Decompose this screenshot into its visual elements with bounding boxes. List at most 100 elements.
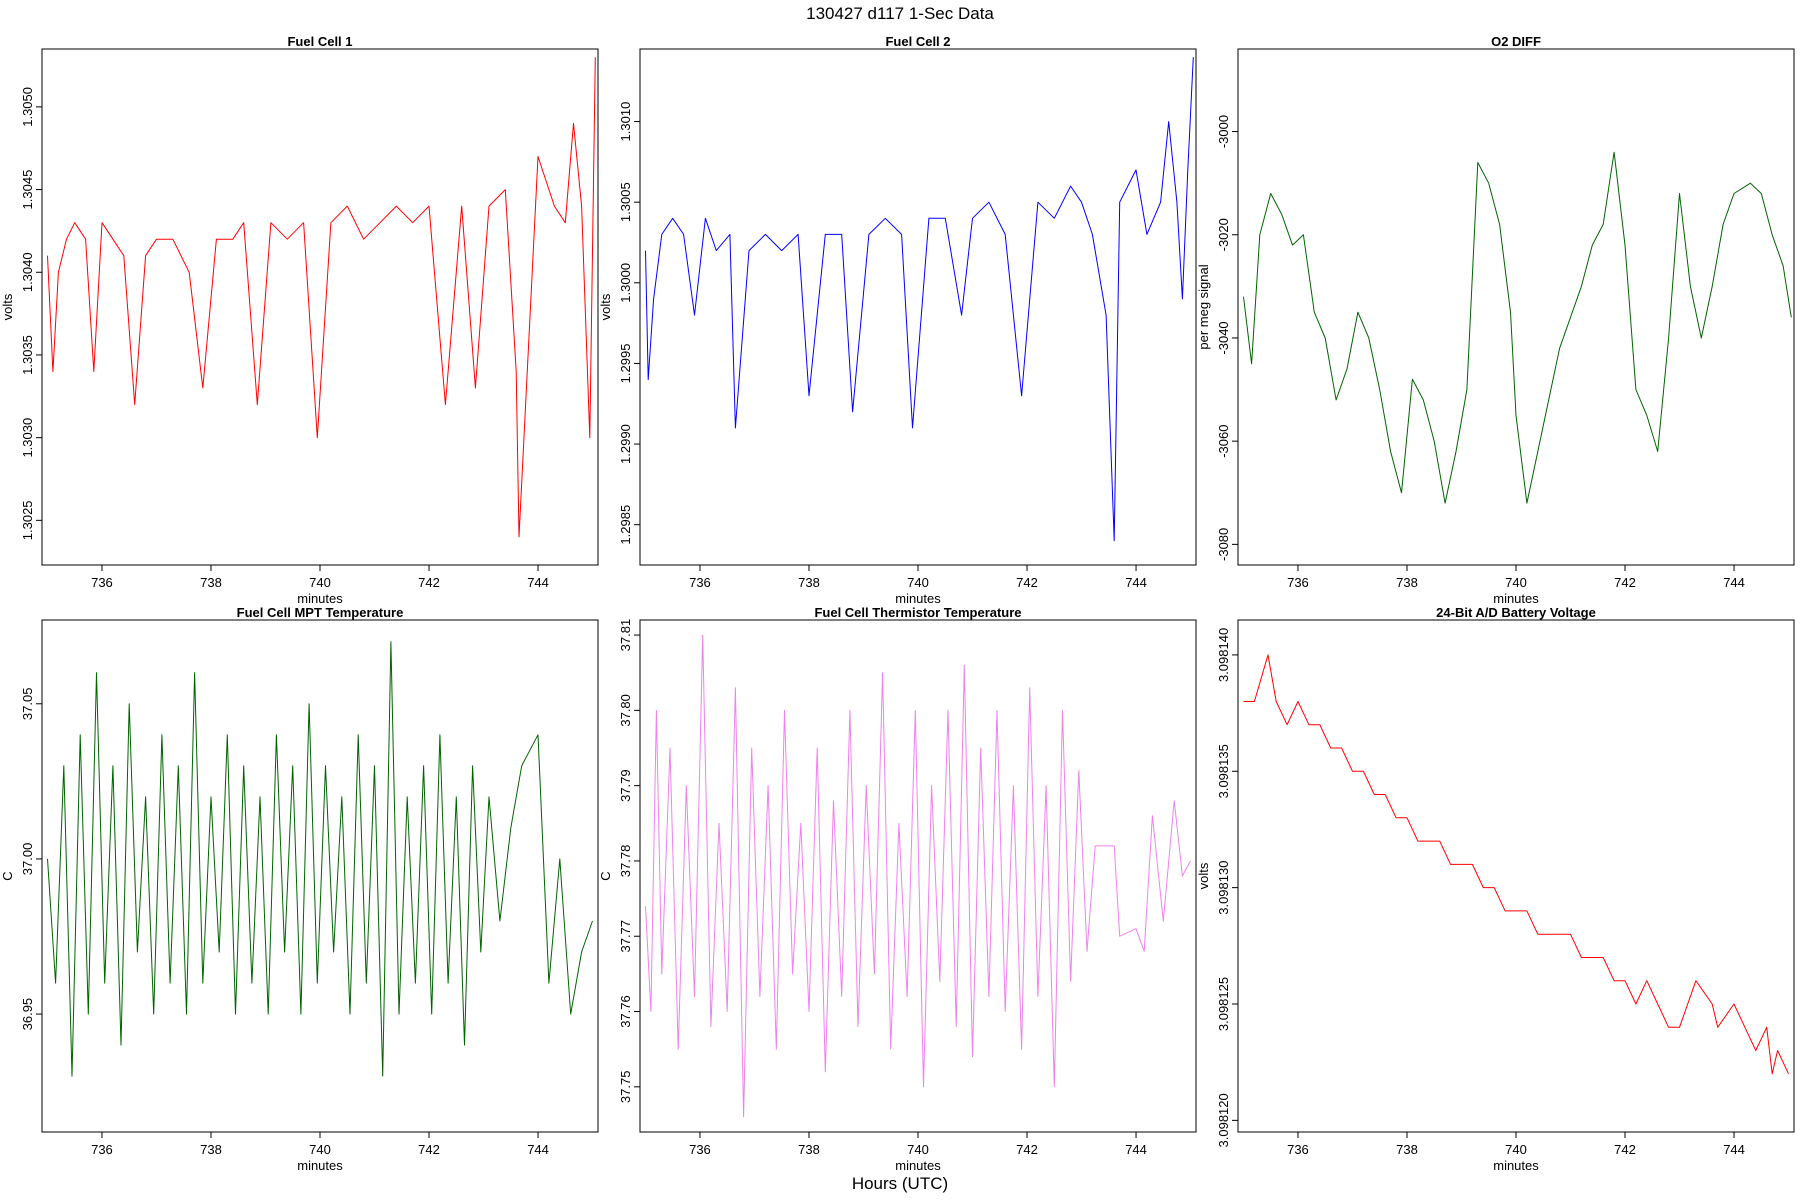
y-tick-label: 37.75: [618, 1071, 633, 1104]
y-tick-label: 37.81: [618, 619, 633, 652]
series-line: [47, 57, 596, 538]
chart-panel-6: 24-Bit A/D Battery Voltage 736 738 740 742 74…: [1196, 605, 1795, 1173]
y-tick-label: 3.098130: [1216, 861, 1231, 915]
y-axis-label: volts: [0, 293, 15, 320]
x-tick-label: 740: [1505, 575, 1527, 590]
y-tick-label: 3.098135: [1216, 744, 1231, 798]
series-line: [1243, 151, 1792, 504]
x-tick-label: 736: [1287, 575, 1309, 590]
x-tick-label: 744: [1723, 1142, 1745, 1157]
x-axis-label: minutes: [297, 1158, 343, 1173]
panel-title: 24-Bit A/D Battery Voltage: [1436, 605, 1596, 620]
panel-title: O2 DIFF: [1491, 34, 1541, 49]
y-tick-label: 3.098125: [1216, 977, 1231, 1031]
x-tick-label: 736: [689, 575, 711, 590]
series-line: [47, 641, 593, 1077]
x-tick-label: 738: [1396, 575, 1418, 590]
y-tick-label: 37.05: [20, 688, 35, 721]
y-tick-label: 37.77: [618, 920, 633, 953]
y-tick-label: -3080: [1216, 528, 1231, 561]
chart-panel-1: Fuel Cell 1 736 738 740 742 744 minutes 1.3025 1…: [0, 34, 599, 606]
chart-panel-3: O2 DIFF 736 738 740 742 744 minutes -3080 -3060 -…: [1196, 34, 1795, 606]
series-line: [645, 634, 1191, 1118]
x-axis-label: minutes: [297, 591, 343, 606]
y-tick-label: 1.2990: [618, 424, 633, 464]
x-tick-label: 742: [418, 1142, 440, 1157]
plot-frame: [1237, 619, 1795, 1133]
x-tick-label: 736: [91, 1142, 113, 1157]
x-tick-label: 738: [200, 1142, 222, 1157]
chart-panels: Fuel Cell 1 736 738 740 742 744 minutes 1.3025 1…: [0, 34, 1795, 1173]
panel-title: Fuel Cell 2: [885, 34, 950, 49]
x-tick-label: 742: [1614, 575, 1636, 590]
x-axis-label: minutes: [895, 1158, 941, 1173]
panel-title: Fuel Cell Thermistor Temperature: [814, 605, 1021, 620]
figure-title: 130427 d117 1-Sec Data: [806, 4, 994, 23]
x-tick-label: 738: [200, 575, 222, 590]
x-tick-label: 744: [527, 575, 549, 590]
y-tick-label: 3.098140: [1216, 628, 1231, 682]
x-tick-label: 742: [1016, 575, 1038, 590]
panel-title: Fuel Cell MPT Temperature: [237, 605, 404, 620]
y-tick-label: 1.3035: [20, 335, 35, 375]
y-tick-label: -3020: [1216, 218, 1231, 251]
y-tick-label: 1.3005: [618, 182, 633, 222]
y-tick-label: 1.3010: [618, 102, 633, 142]
y-tick-label: 37.79: [618, 769, 633, 802]
y-tick-label: -3060: [1216, 425, 1231, 458]
x-tick-label: 736: [91, 575, 113, 590]
x-axis-label: minutes: [895, 591, 941, 606]
panel-title: Fuel Cell 1: [287, 34, 352, 49]
x-tick-label: 736: [689, 1142, 711, 1157]
y-tick-label: 3.098120: [1216, 1093, 1231, 1147]
x-tick-label: 740: [309, 1142, 331, 1157]
y-axis-label: volts: [1196, 862, 1211, 889]
x-tick-label: 744: [1125, 1142, 1147, 1157]
y-tick-label: 1.3025: [20, 500, 35, 540]
y-tick-label: 1.3045: [20, 170, 35, 210]
y-axis-label: per meg signal: [1196, 264, 1211, 349]
x-axis-label: minutes: [1493, 1158, 1539, 1173]
y-axis-label: C: [0, 871, 15, 880]
plot-frame: [1237, 48, 1795, 566]
figure-bottom-label: Hours (UTC): [852, 1174, 948, 1193]
series-line: [1243, 654, 1789, 1075]
x-tick-label: 742: [1016, 1142, 1038, 1157]
y-tick-label: 1.3050: [20, 87, 35, 127]
x-tick-label: 740: [1505, 1142, 1527, 1157]
x-tick-label: 742: [1614, 1142, 1636, 1157]
x-tick-label: 742: [418, 575, 440, 590]
x-tick-label: 740: [309, 575, 331, 590]
plot-frame: [41, 48, 599, 566]
chart-panel-5: Fuel Cell Thermistor Temperature 736 738 74…: [598, 605, 1197, 1173]
x-tick-label: 744: [527, 1142, 549, 1157]
x-tick-label: 744: [1723, 575, 1745, 590]
y-tick-label: 36.95: [20, 998, 35, 1031]
y-tick-label: 1.3040: [20, 252, 35, 292]
chart-panel-4: Fuel Cell MPT Temperature 736 738 740 742 744…: [0, 605, 599, 1173]
plot-frame: [639, 619, 1197, 1133]
x-tick-label: 738: [1396, 1142, 1418, 1157]
x-tick-label: 740: [907, 1142, 929, 1157]
y-tick-label: -3000: [1216, 115, 1231, 148]
x-tick-label: 736: [1287, 1142, 1309, 1157]
x-tick-label: 740: [907, 575, 929, 590]
y-axis-label: C: [598, 871, 613, 880]
y-tick-label: 37.76: [618, 995, 633, 1028]
y-tick-label: 1.3030: [20, 418, 35, 458]
x-tick-label: 738: [798, 1142, 820, 1157]
y-tick-label: 37.00: [20, 843, 35, 876]
y-tick-label: 1.2985: [618, 505, 633, 545]
x-tick-label: 744: [1125, 575, 1147, 590]
y-tick-label: 37.78: [618, 845, 633, 878]
y-tick-label: 1.2995: [618, 344, 633, 384]
series-line: [645, 57, 1194, 542]
y-tick-label: 1.3000: [618, 263, 633, 303]
y-tick-label: 37.80: [618, 694, 633, 727]
y-tick-label: -3040: [1216, 321, 1231, 354]
x-axis-label: minutes: [1493, 591, 1539, 606]
x-tick-label: 738: [798, 575, 820, 590]
chart-panel-2: Fuel Cell 2 736 738 740 742 744 minutes 1.2985 1…: [598, 34, 1197, 606]
y-axis-label: volts: [598, 293, 613, 320]
